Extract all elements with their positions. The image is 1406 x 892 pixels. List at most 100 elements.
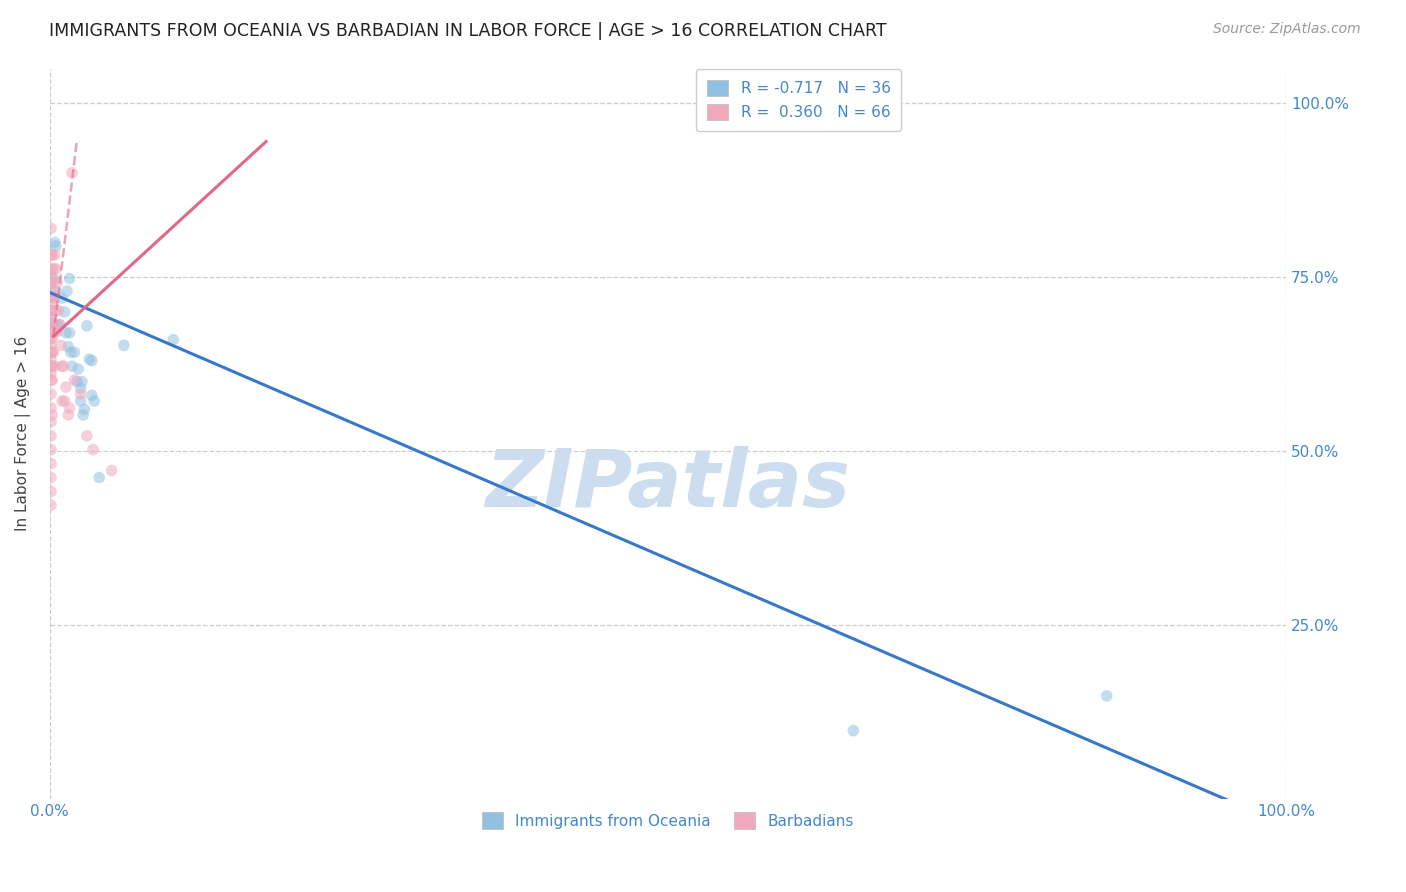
Point bbox=[45, 239, 67, 253]
Point bbox=[52, 359, 75, 374]
Point bbox=[58, 401, 80, 415]
Point bbox=[44, 290, 66, 304]
Point bbox=[39, 268, 62, 283]
Point bbox=[39, 484, 62, 499]
Point bbox=[58, 326, 80, 340]
Point bbox=[39, 276, 62, 290]
Point bbox=[39, 303, 62, 318]
Point bbox=[39, 331, 62, 345]
Point bbox=[39, 457, 62, 471]
Point bbox=[58, 408, 80, 422]
Point bbox=[112, 338, 135, 352]
Point bbox=[89, 470, 111, 484]
Point bbox=[45, 284, 67, 298]
Point bbox=[76, 429, 98, 443]
Point bbox=[41, 359, 63, 374]
Point bbox=[39, 290, 62, 304]
Point bbox=[41, 373, 63, 387]
Point bbox=[69, 381, 91, 395]
Point bbox=[41, 331, 63, 345]
Point bbox=[80, 388, 103, 402]
Point bbox=[1095, 689, 1118, 703]
Point bbox=[42, 345, 65, 359]
Point bbox=[70, 375, 93, 389]
Point bbox=[41, 408, 63, 422]
Point bbox=[66, 375, 89, 389]
Point bbox=[39, 498, 62, 512]
Text: Source: ZipAtlas.com: Source: ZipAtlas.com bbox=[1213, 22, 1361, 37]
Point bbox=[79, 352, 101, 367]
Point bbox=[39, 470, 62, 484]
Point bbox=[39, 373, 62, 387]
Point bbox=[45, 261, 67, 276]
Point bbox=[51, 291, 73, 305]
Point bbox=[67, 362, 90, 376]
Point bbox=[53, 394, 76, 409]
Point bbox=[59, 345, 82, 359]
Point bbox=[69, 394, 91, 409]
Point bbox=[53, 305, 76, 319]
Point bbox=[39, 221, 62, 235]
Point bbox=[55, 380, 77, 394]
Point bbox=[58, 340, 80, 354]
Point bbox=[42, 318, 65, 332]
Point bbox=[46, 276, 69, 290]
Point bbox=[44, 248, 66, 262]
Point bbox=[44, 235, 66, 250]
Point bbox=[41, 315, 63, 329]
Point bbox=[39, 366, 62, 380]
Point bbox=[41, 303, 63, 318]
Point bbox=[39, 318, 62, 332]
Point bbox=[39, 296, 62, 310]
Point bbox=[44, 325, 66, 339]
Point bbox=[42, 271, 65, 285]
Point bbox=[41, 248, 63, 262]
Point bbox=[80, 353, 103, 368]
Point bbox=[63, 345, 86, 359]
Point bbox=[39, 325, 62, 339]
Point bbox=[82, 442, 104, 457]
Point bbox=[41, 345, 63, 359]
Point bbox=[51, 394, 73, 409]
Point bbox=[842, 723, 865, 738]
Point bbox=[56, 284, 79, 298]
Point bbox=[73, 402, 96, 417]
Point bbox=[39, 359, 62, 374]
Point bbox=[39, 261, 62, 276]
Point bbox=[44, 359, 66, 374]
Point bbox=[69, 387, 91, 401]
Point bbox=[39, 442, 62, 457]
Point bbox=[39, 415, 62, 429]
Point bbox=[39, 283, 62, 297]
Text: IMMIGRANTS FROM OCEANIA VS BARBADIAN IN LABOR FORCE | AGE > 16 CORRELATION CHART: IMMIGRANTS FROM OCEANIA VS BARBADIAN IN … bbox=[49, 22, 887, 40]
Y-axis label: In Labor Force | Age > 16: In Labor Force | Age > 16 bbox=[15, 336, 31, 532]
Point bbox=[45, 303, 67, 318]
Point bbox=[83, 394, 105, 409]
Point bbox=[39, 248, 62, 262]
Point bbox=[72, 408, 94, 422]
Legend: Immigrants from Oceania, Barbadians: Immigrants from Oceania, Barbadians bbox=[475, 806, 860, 835]
Point bbox=[60, 359, 83, 374]
Point bbox=[39, 318, 62, 332]
Point bbox=[41, 318, 63, 332]
Point bbox=[51, 359, 73, 374]
Point bbox=[39, 338, 62, 352]
Point bbox=[42, 291, 65, 305]
Point bbox=[49, 338, 72, 352]
Point bbox=[58, 271, 80, 285]
Point bbox=[46, 318, 69, 333]
Text: ZIPatlas: ZIPatlas bbox=[485, 446, 851, 524]
Point bbox=[46, 325, 69, 339]
Point bbox=[76, 318, 98, 333]
Point bbox=[39, 352, 62, 367]
Point bbox=[48, 303, 70, 318]
Point bbox=[41, 290, 63, 304]
Point bbox=[39, 401, 62, 415]
Point bbox=[39, 429, 62, 443]
Point bbox=[39, 310, 62, 325]
Point bbox=[100, 464, 122, 478]
Point bbox=[162, 333, 184, 347]
Point bbox=[60, 166, 83, 180]
Point bbox=[39, 345, 62, 359]
Point bbox=[48, 318, 70, 332]
